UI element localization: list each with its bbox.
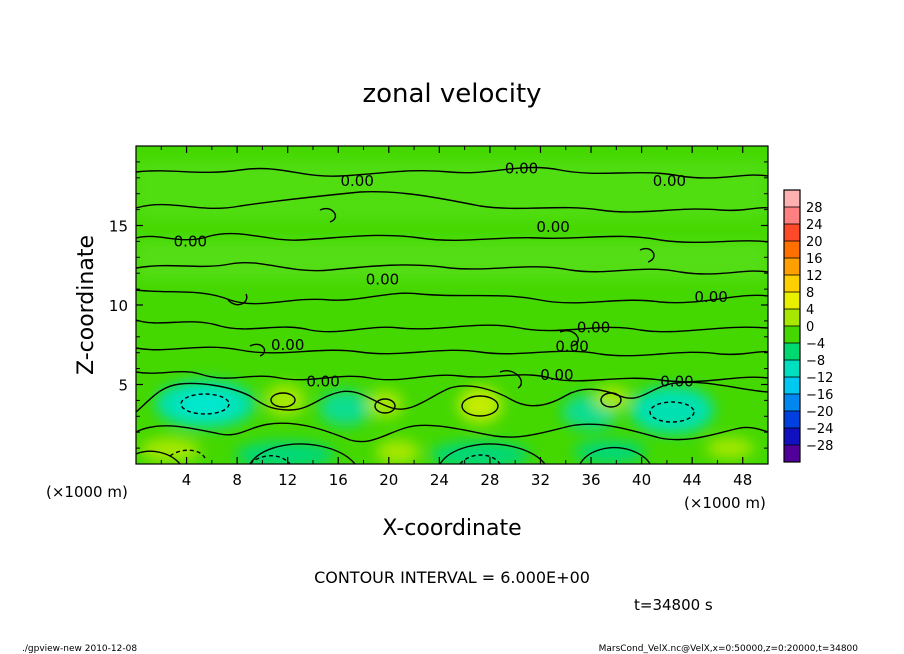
colorbar-swatch	[784, 377, 800, 394]
colorbar-swatch	[784, 292, 800, 309]
contour-label: 0.00	[536, 218, 569, 236]
x-tick-label: 48	[733, 471, 752, 489]
contour-label: 0.00	[694, 288, 727, 306]
x-tick-label: 24	[430, 471, 449, 489]
x-tick-label: 12	[278, 471, 297, 489]
contour-label: 0.00	[271, 336, 304, 354]
contour-label: 0.00	[505, 159, 538, 177]
colorbar-swatch	[784, 241, 800, 258]
colorbar-label: 8	[806, 286, 814, 301]
contour-label: 0.00	[174, 232, 207, 250]
x-tick-label: 44	[683, 471, 702, 489]
colorbar-label: 16	[806, 252, 823, 267]
colorbar-label: 12	[806, 269, 823, 284]
y-tick-label: 15	[109, 218, 128, 236]
colorbar-swatch	[784, 275, 800, 292]
footer-left: ./gpview-new 2010-12-08	[22, 644, 137, 654]
x-tick-label: 4	[182, 471, 192, 489]
colorbar-label: 20	[806, 235, 823, 250]
x-axis-label: X-coordinate	[382, 516, 521, 541]
colorbar-swatch	[784, 258, 800, 275]
colorbar-label: −16	[806, 388, 833, 403]
contour-label: 0.00	[306, 372, 339, 390]
footer-right: MarsCond_VelX.nc@VelX,x=0:50000,z=0:2000…	[599, 644, 859, 654]
x-tick-label: 20	[379, 471, 398, 489]
colorbar-swatch	[784, 394, 800, 411]
colorbar-swatch	[784, 190, 800, 207]
colorbar-swatch	[784, 411, 800, 428]
colorbar-swatch	[784, 207, 800, 224]
colorbar-swatch	[784, 343, 800, 360]
x-tick-label: 32	[531, 471, 550, 489]
colorbar-label: −28	[806, 439, 833, 454]
colorbar-label: 4	[806, 303, 814, 318]
contour-label: 0.00	[555, 337, 588, 355]
colorbar-label: 24	[806, 218, 823, 233]
colorbar-label: 28	[806, 201, 823, 216]
colorbar-swatch	[784, 309, 800, 326]
x-unit-label-right: (×1000 m)	[684, 494, 766, 512]
colorbar-label: 0	[806, 320, 814, 335]
x-tick-label: 16	[329, 471, 348, 489]
x-tick-label: 8	[232, 471, 242, 489]
colorbar-label: −24	[806, 422, 833, 437]
contour-interval-text: CONTOUR INTERVAL = 6.000E+00	[314, 568, 590, 587]
contour-label: 0.00	[540, 366, 573, 384]
time-text: t=34800 s	[634, 596, 713, 614]
contour-label: 0.00	[340, 172, 373, 190]
contour-label-layer: 0.000.000.000.000.000.000.000.000.000.00…	[174, 159, 728, 390]
x-unit-label-left: (×1000 m)	[46, 483, 128, 501]
colorbar-swatch	[784, 326, 800, 343]
colorbar-swatch	[784, 445, 800, 462]
colorbar-label: −20	[806, 405, 833, 420]
x-tick-label: 40	[632, 471, 651, 489]
contour-label: 0.00	[653, 172, 686, 190]
y-tick-label: 5	[118, 377, 128, 395]
y-tick-label: 10	[109, 297, 128, 315]
contour-label: 0.00	[660, 372, 693, 390]
colorbar-label: −8	[806, 354, 825, 369]
contour-label: 0.00	[366, 271, 399, 289]
colorbar-swatch	[784, 224, 800, 241]
colorbar-swatch	[784, 428, 800, 445]
chart-title: zonal velocity	[362, 79, 541, 109]
y-axis-label: Z-coordinate	[74, 235, 99, 375]
y-tick-layer: 5 10 15	[109, 161, 768, 449]
colorbar-label: −12	[806, 371, 833, 386]
x-tick-layer: 4 8 12 16 20 24 28 32 36 40 44 48	[160, 146, 752, 489]
x-tick-label: 28	[480, 471, 499, 489]
velocity-field	[136, 160, 768, 464]
x-tick-label: 36	[581, 471, 600, 489]
colorbar: 28 24 20 16 12 8 4 0 −4 −8 −12 −16 −20 −24 −28	[783, 189, 833, 463]
contour-lines	[136, 166, 768, 464]
colorbar-label: −4	[806, 337, 825, 352]
colorbar-swatch	[784, 360, 800, 377]
contour-label: 0.00	[577, 318, 610, 336]
